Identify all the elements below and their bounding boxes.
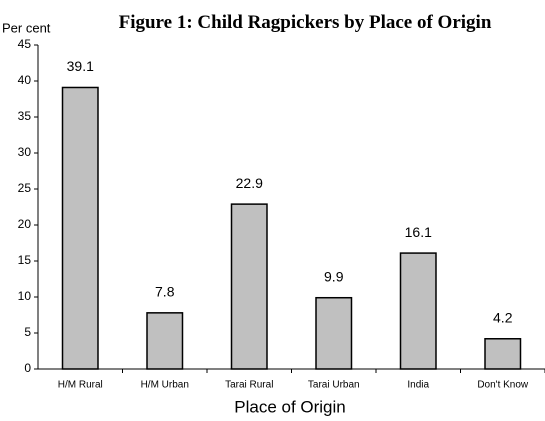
bar <box>230 203 268 370</box>
y-tick-label: 35 <box>18 109 32 123</box>
x-tick-label: Don't Know <box>477 380 529 391</box>
y-tick-label: 5 <box>24 325 31 339</box>
y-tick-label: 30 <box>18 145 32 159</box>
bar <box>399 252 437 370</box>
data-label: 22.9 <box>236 175 263 191</box>
x-tick-label: H/M Rural <box>58 380 103 391</box>
y-tick-label: 15 <box>18 253 32 267</box>
x-tick-label: India <box>407 380 429 391</box>
y-tick-label: 40 <box>18 73 32 87</box>
bar <box>61 86 99 370</box>
y-tick-label: 25 <box>18 181 32 195</box>
data-label: 7.8 <box>155 284 175 300</box>
data-label: 9.9 <box>324 268 344 284</box>
y-tick-label: 20 <box>18 217 32 231</box>
y-tick-label: 45 <box>18 37 32 51</box>
y-axis-label: Per cent <box>2 20 51 35</box>
x-axis-label: Place of Origin <box>234 397 346 416</box>
y-tick-label: 10 <box>18 289 32 303</box>
data-label: 39.1 <box>67 58 94 74</box>
x-tick-label: H/M Urban <box>141 380 189 391</box>
data-label: 16.1 <box>405 224 432 240</box>
x-tick-label: Tarai Rural <box>225 380 273 391</box>
chart-title: Figure 1: Child Ragpickers by Place of O… <box>118 12 492 33</box>
x-tick-label: Tarai Urban <box>308 380 360 391</box>
bar <box>315 296 353 370</box>
y-tick-label: 0 <box>24 361 31 375</box>
bar <box>146 312 184 370</box>
bar <box>484 338 522 370</box>
data-label: 4.2 <box>493 309 513 325</box>
